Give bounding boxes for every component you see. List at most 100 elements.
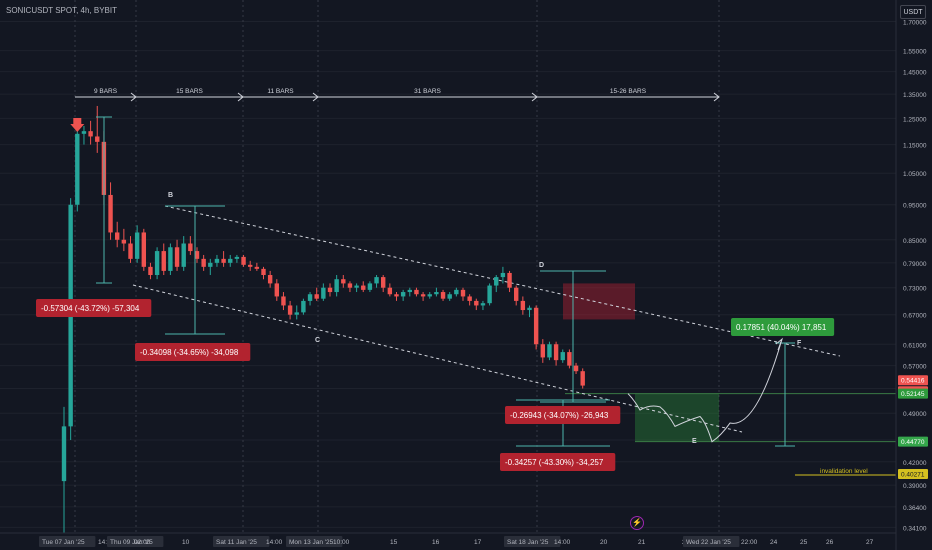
candle-body [560,352,565,361]
x-tick-label: Mon 13 Jan '25 [289,539,334,546]
candle-body [547,344,552,358]
candle-body [580,371,585,386]
candle-body [128,243,133,259]
candle-body [507,272,512,288]
y-tick-label: 1.35000 [903,92,927,99]
candle-body [454,289,459,295]
candle-body [440,292,446,299]
candle-body [374,277,379,284]
candle-body [327,287,333,293]
wave-label: D [539,262,544,269]
y-tick-label: 0.73000 [903,286,927,293]
candle-body [141,232,146,267]
projection-zones [563,283,896,443]
candle-body [121,239,127,244]
candle-body [314,294,319,299]
candle-body [367,283,373,290]
candle-body [281,296,286,306]
candle-body [567,352,572,366]
channel-upper [164,205,841,357]
candle-body [61,426,67,482]
candle-body [234,256,240,259]
y-tick-label: 0.57000 [903,364,927,371]
measurement-label: 0.17851 (40.04%) 17,851 [736,323,827,332]
candle-body [420,294,426,297]
candle-body [514,287,519,301]
measurement-box [731,318,835,336]
y-tick-label: 0.39000 [903,483,927,490]
candle-body [301,300,306,313]
candle-body [321,287,326,299]
x-tick-bg [683,536,740,547]
candle-body [221,258,226,263]
candle-body [188,243,193,252]
candle-body [261,268,266,276]
x-tick-label: Wed 22 Jan '25 [686,539,731,546]
lightning-icon[interactable]: ⚡ [630,516,644,530]
candle-body [254,266,260,269]
candle-body [467,296,472,301]
candle-body [533,307,539,345]
x-tick-label: 22:00 [741,539,758,546]
currency-button[interactable]: USDT [900,5,926,19]
bar-count-label: 15 BARS [176,88,203,95]
candle-body [387,287,393,295]
candle-body [407,289,412,293]
projection-arrow-icon [775,337,784,351]
x-tick-label: 25 [800,539,808,546]
y-tick-label: 0.85000 [903,238,927,245]
candle-body [248,264,253,267]
price-axis[interactable]: 1.70000 1.55000 1.45000 1.35000 1.25000 1.150… [895,0,928,550]
candle-body [500,272,506,278]
wave-label: E [692,438,697,445]
y-tick-label: 0.95000 [903,203,927,210]
candle-body [108,194,113,233]
measurement-box [500,453,616,471]
candle-body [414,289,419,295]
candle-body [208,262,213,267]
candle-body [95,136,100,142]
x-tick-label: 17 [474,539,482,546]
y-tick-label: 0.34100 [903,525,927,532]
candle-body [228,258,233,263]
bar-count-label: 11 BARS [267,88,294,95]
candle-body [480,303,486,306]
x-tick-label: 26 [826,539,834,546]
bar-count-label: 9 BARS [94,88,118,95]
y-tick-label: 1.25000 [903,116,927,123]
candle-body [181,243,186,267]
price-tag-label: 0.40271 [901,472,925,479]
y-tick-label: 1.05000 [903,171,927,178]
y-tick-label: 1.15000 [903,143,927,150]
x-tick-label: 14:00 [98,539,115,546]
invalidation-label: invalidation level [820,468,868,475]
y-tick-label: 1.55000 [903,49,927,56]
measurement-box [505,406,621,424]
candle-body [294,312,299,315]
y-tick-label: 1.45000 [903,70,927,77]
candle-body [474,300,479,306]
x-tick-bg [213,536,270,547]
candle-body [75,133,80,205]
y-tick-label: 0.61000 [903,342,927,349]
measurement-label: -0.34098 (-34.65%) -34,098 [140,348,239,357]
candle-body [487,285,492,304]
down-arrow-icon [70,118,85,132]
measurement-box [135,343,251,361]
x-tick-bg [504,536,561,547]
x-tick-label: Tue 07 Jan '25 [42,539,85,546]
candle-body [520,300,526,311]
x-tick-label: 14:00 [554,539,571,546]
x-tick-label: 15 [390,539,398,546]
channel-lower [132,284,743,433]
candle-body [553,344,559,361]
candle-body [460,289,466,297]
candle-body [174,247,180,267]
candle-body [81,131,87,134]
candle-body [154,251,160,276]
x-tick-label: 24 [770,539,778,546]
candle-body [115,232,120,240]
